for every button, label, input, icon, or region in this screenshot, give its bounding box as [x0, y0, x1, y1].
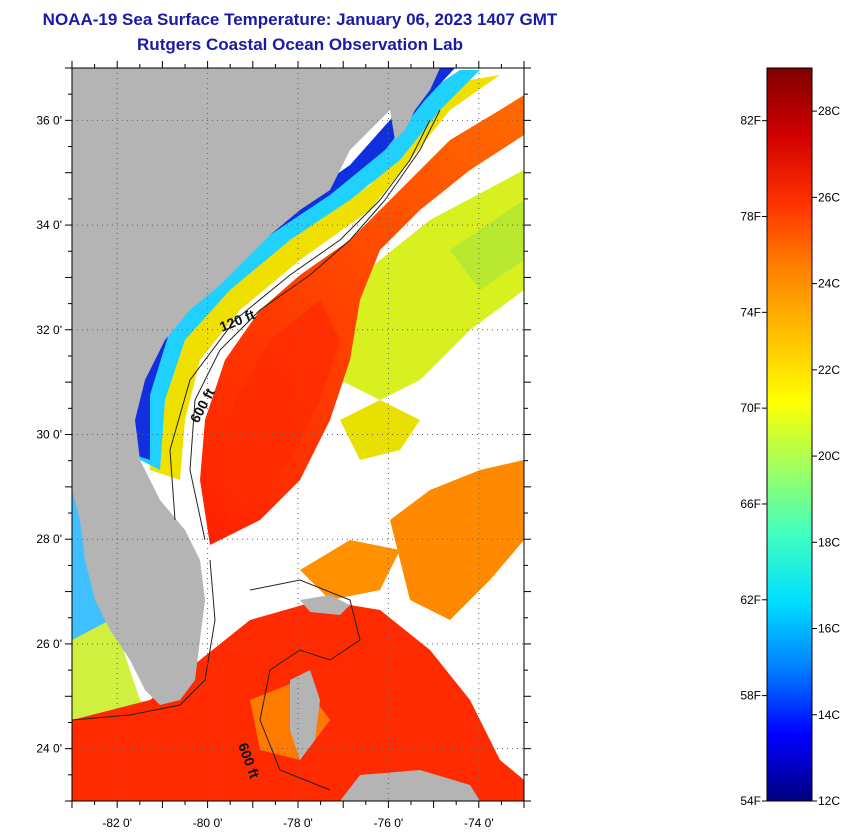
colorbar-labels: 82F 78F 74F 70F 66F 62F 58F 54F 28C 26C 24C 22C 20C 1…: [740, 104, 840, 808]
lat-tick-label: 32 0': [36, 323, 62, 337]
colorbar-label-c: 28C: [818, 104, 840, 118]
colorbar-label-f: 54F: [740, 794, 761, 808]
colorbar-label-c: 26C: [818, 190, 840, 204]
colorbar-label-c: 12C: [818, 794, 840, 808]
mid-orange-patches: [300, 540, 400, 600]
lat-tick-label: 26 0': [36, 637, 62, 651]
contour-120ft: [169, 119, 431, 521]
colorbar-label-c: 16C: [818, 622, 840, 636]
map-axes: -82 0' -80 0' -78 0' -76 0' -74 0' 36 0' 34 0'…: [36, 61, 531, 830]
lat-tick-label: 24 0': [36, 742, 62, 756]
lat-tick-label: 36 0': [36, 113, 62, 127]
colorbar-label-f: 82F: [740, 114, 761, 128]
gulf-stream-inner: [220, 300, 340, 520]
lon-tick-label: -82 0': [102, 816, 132, 830]
colorbar-label-c: 22C: [818, 363, 840, 377]
graticule: [72, 68, 524, 801]
lon-tick-label: -78 0': [283, 816, 313, 830]
colorbar-label-f: 58F: [740, 689, 761, 703]
colorbar: [766, 67, 813, 802]
colorbar-label-c: 20C: [818, 449, 840, 463]
colorbar-label-f: 74F: [740, 305, 761, 319]
colorbar-label-f: 78F: [740, 210, 761, 224]
andros-island: [290, 670, 320, 760]
colorbar-label-c: 14C: [818, 708, 840, 722]
contour-bahamas-bank: [249, 579, 361, 791]
sst-map: [72, 68, 524, 801]
offshore-green-patch: [450, 200, 524, 290]
lat-tick-label: 28 0': [36, 532, 62, 546]
lon-tick-label: -80 0': [193, 816, 223, 830]
east-orange-patches: [390, 460, 524, 620]
grand-bahama: [300, 595, 350, 615]
lon-tick-label: -74 0': [464, 816, 494, 830]
map-subtitle: Rutgers Coastal Ocean Observation Lab: [137, 35, 463, 54]
lon-tick-label: -76 0': [374, 816, 404, 830]
lat-tick-label: 30 0': [36, 428, 62, 442]
cuba-fragment: [340, 770, 480, 801]
cloud-streak: [210, 380, 524, 570]
colorbar-label-f: 66F: [740, 497, 761, 511]
outer-banks-land: [390, 68, 440, 140]
colorbar-label-c: 24C: [818, 277, 840, 291]
colorbar-label-c: 18C: [818, 535, 840, 549]
colorbar-label-f: 70F: [740, 401, 761, 415]
colorbar-label-f: 62F: [740, 593, 761, 607]
us-mainland: [72, 68, 420, 705]
yellow-cloud-edge: [340, 400, 420, 460]
offshore-warm-band: [330, 170, 524, 400]
map-title: NOAA-19 Sea Surface Temperature: January…: [42, 10, 558, 29]
contour-florida-straits: [72, 559, 216, 721]
lat-tick-label: 34 0': [36, 218, 62, 232]
